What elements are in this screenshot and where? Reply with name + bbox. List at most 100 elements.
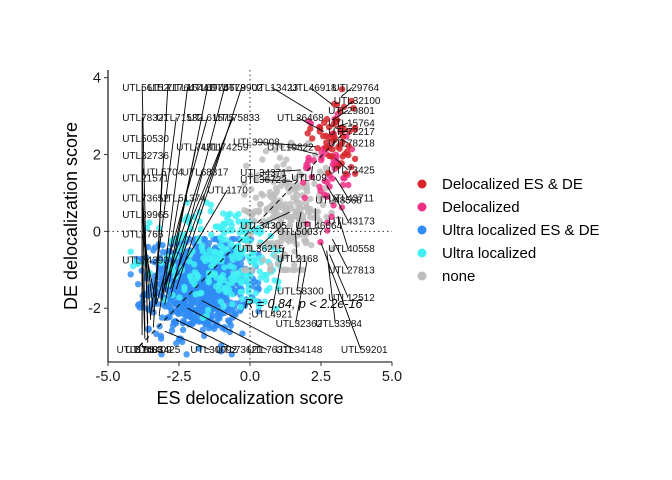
data-point [304,208,312,216]
axes: -5.0 -2.5 0.0 2.5 5.0 -2 0 2 4 ES delocalization … [61,70,402,408]
data-point [282,180,289,188]
data-point [179,298,187,305]
data-point [218,342,225,349]
gene-label: UTL74259 [202,142,249,153]
gene-label: UTL40558 [328,244,375,255]
gene-leader-line [141,260,146,339]
data-point [302,255,309,262]
data-point [317,195,324,203]
gene-label: UTL68317 [182,167,229,178]
data-point [330,130,337,137]
data-point [157,332,165,340]
data-point [345,181,352,189]
data-point [249,266,256,273]
data-point [272,146,279,153]
data-point [212,223,219,230]
data-point [303,220,311,227]
gene-leader-line [175,319,237,351]
data-point [189,306,197,313]
data-point [172,318,179,326]
data-point [226,306,233,313]
gene-label: UTL29764 [332,83,379,94]
data-point [202,257,209,265]
data-point [266,216,273,224]
data-point [350,105,357,112]
gene-leader-line [329,254,349,298]
data-point [263,207,270,215]
data-point [200,235,207,243]
gene-label: UTL12512 [328,293,375,304]
data-point [173,340,180,347]
gene-label: UTL48568 [315,195,362,206]
gene-leader-line [201,300,296,351]
gene-leader-line [252,141,316,148]
x-tick-label: 2.5 [311,369,331,385]
data-point [201,284,208,291]
data-point [186,272,194,280]
gene-leader-line [309,86,333,105]
data-point [289,213,296,221]
data-point [307,120,315,127]
data-point [226,227,233,234]
data-point [220,303,227,310]
data-point [318,149,325,156]
data-point [329,146,336,153]
gene-label: UTL32736 [122,151,169,162]
y-axis-title: DE delocalization score [61,122,81,310]
data-point [316,183,323,190]
gene-leader-line [296,212,302,232]
gene-label: UTL74393 [122,256,169,267]
data-point [181,286,188,294]
data-point [259,156,266,163]
data-point [257,274,264,282]
gene-label: UTL15764 [328,119,375,130]
data-point [205,279,212,286]
x-tick-label: -5.0 [96,369,121,385]
data-point [291,261,298,269]
gene-label: UTL51374 [159,193,206,204]
gene-label: UTL26468 [277,113,324,124]
data-point [280,161,287,168]
data-point [158,259,165,267]
gene-label: UTL16441 [168,83,215,94]
gene-label: UTL81403 [117,345,164,356]
data-point [299,179,307,186]
data-point [228,291,235,298]
gene-label: UTL50037 [277,227,324,238]
data-point [206,246,213,254]
data-point [257,200,264,208]
data-point [273,239,281,246]
data-point [243,274,250,281]
data-point [256,268,263,275]
gene-label: UTL43711 [328,193,374,204]
data-point [200,271,207,278]
data-point [252,297,259,304]
gene-leader-line [259,211,290,227]
data-point [167,305,175,313]
data-point [208,256,215,263]
data-point [252,194,260,201]
data-point [156,323,163,330]
gene-leader-line [270,246,285,315]
gene-label: UTL36215 [237,244,284,255]
data-point [134,281,142,288]
data-point [286,222,294,229]
y-tick-label: -2 [88,301,101,317]
gene-leader-line [141,177,149,324]
data-point [225,280,232,288]
data-point [209,295,216,302]
data-point [272,184,280,192]
data-point [308,173,315,181]
data-point [208,323,215,330]
gene-label: UTL34305 [240,221,287,232]
data-point [228,222,235,229]
gene-label: UTL27813 [328,265,375,276]
data-point [324,227,331,234]
x-tick-label: 5.0 [382,369,402,385]
legend-label: none [442,268,475,285]
data-point [197,225,205,233]
data-point [162,303,169,310]
gene-label: UTL5678 [205,83,247,94]
data-points [127,86,359,358]
gene-leader-line [326,250,336,324]
